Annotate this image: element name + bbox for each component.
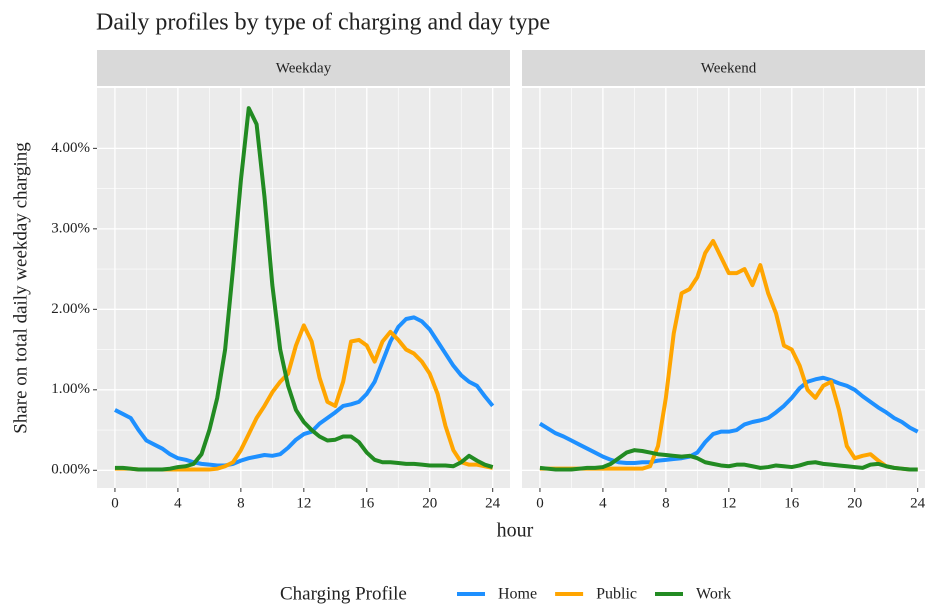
x-tick-label: 16 <box>784 495 800 511</box>
legend-title: Charging Profile <box>280 583 407 604</box>
y-tick-label: 2.00% <box>51 301 90 317</box>
strip <box>97 50 510 86</box>
x-tick-label: 12 <box>721 495 736 511</box>
x-tick-label: 20 <box>847 495 862 511</box>
legend-label: Work <box>696 586 731 603</box>
x-tick-label: 16 <box>359 495 375 511</box>
y-tick-label: 4.00% <box>51 140 90 156</box>
chart-title: Daily profiles by type of charging and d… <box>96 10 550 36</box>
line-series <box>539 448 918 472</box>
line-series <box>114 106 494 472</box>
line-series <box>538 375 919 466</box>
line-series <box>114 323 494 472</box>
line-series <box>114 315 495 468</box>
facet-label: Weekend <box>701 60 757 76</box>
y-tick-label: 1.00% <box>51 381 90 397</box>
x-tick-label: 8 <box>662 495 670 511</box>
x-axis-label: hour <box>497 520 534 542</box>
x-tick-label: 0 <box>536 495 544 511</box>
y-tick-label: 0.00% <box>51 462 90 478</box>
x-tick-label: 24 <box>485 495 501 511</box>
panel <box>522 88 925 488</box>
legend-label: Public <box>596 586 637 603</box>
facet-label: Weekday <box>276 60 332 76</box>
x-tick-label: 4 <box>599 495 607 511</box>
x-tick-label: 0 <box>111 495 119 511</box>
x-tick-label: 20 <box>422 495 437 511</box>
x-tick-label: 4 <box>174 495 182 511</box>
x-tick-label: 24 <box>910 495 925 511</box>
y-axis-label: Share on total daily weekday charging <box>10 142 31 434</box>
legend-label: Home <box>498 586 537 603</box>
x-tick-label: 12 <box>296 495 311 511</box>
strip <box>522 50 925 86</box>
y-tick-label: 3.00% <box>51 220 90 236</box>
x-tick-label: 8 <box>237 495 245 511</box>
